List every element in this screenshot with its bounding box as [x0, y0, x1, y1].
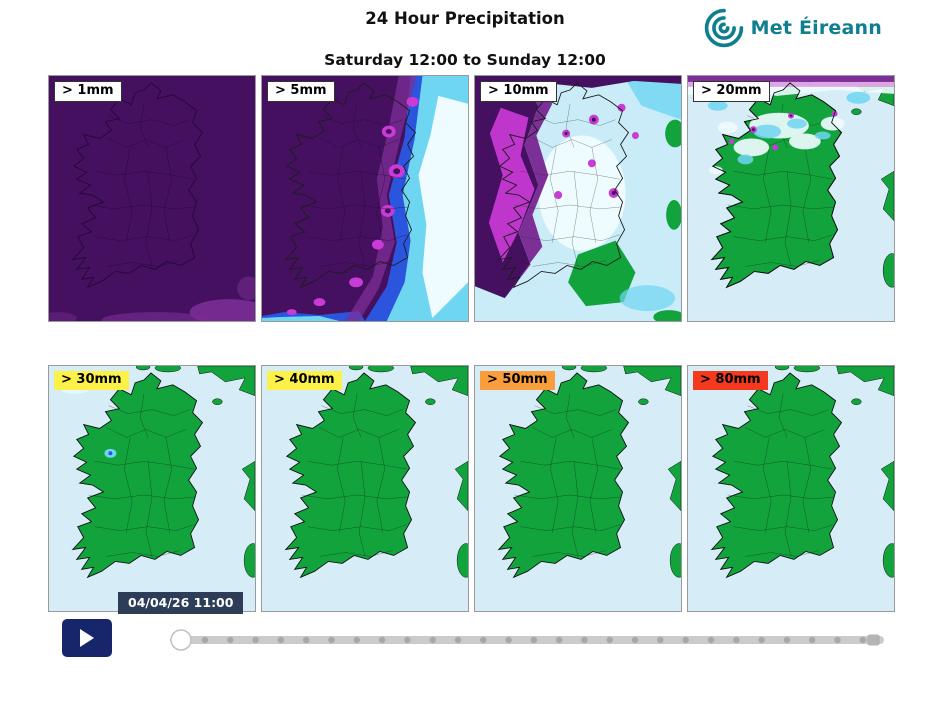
play-button[interactable]	[62, 619, 112, 657]
precip-map-panel-gt30mm: > 30mm	[48, 365, 256, 612]
page-subtitle: Saturday 12:00 to Sunday 12:00	[324, 51, 606, 69]
slider-dots	[201, 636, 866, 644]
precip-map-panel-gt20mm: > 20mm	[687, 75, 895, 322]
timestamp-badge: 04/04/26 11:00	[118, 592, 244, 614]
threshold-label: > 1mm	[54, 81, 122, 103]
ireland-precip-map	[262, 366, 468, 611]
precip-map-panel-gt5mm: > 5mm	[261, 75, 469, 322]
page-title: 24 Hour Precipitation	[365, 9, 565, 28]
ireland-precip-map	[475, 76, 681, 321]
met-eireann-logo: Met Éireann	[702, 6, 882, 50]
spiral-logo-icon	[704, 8, 743, 48]
ireland-precip-map	[475, 366, 681, 611]
ireland-precip-map	[49, 76, 255, 321]
ireland-precip-map	[49, 366, 255, 611]
precip-map-panel-gt80mm: > 80mm	[687, 365, 895, 612]
precip-map-panel-gt40mm: > 40mm	[261, 365, 469, 612]
play-icon	[80, 629, 94, 647]
logo-text: Met Éireann	[750, 17, 882, 39]
precip-map-panel-gt50mm: > 50mm	[474, 365, 682, 612]
threshold-label: > 5mm	[267, 81, 335, 103]
precip-map-panel-gt10mm: > 10mm	[474, 75, 682, 322]
precip-map-panel-gt1mm: > 1mm	[48, 75, 256, 322]
threshold-label: > 40mm	[267, 371, 342, 391]
slider-track[interactable]	[170, 636, 884, 644]
threshold-label: > 30mm	[54, 371, 129, 391]
threshold-label: > 20mm	[693, 81, 770, 103]
maps-grid: > 1mm > 5mm	[48, 75, 895, 612]
slider-end-cap	[867, 634, 880, 646]
ireland-precip-map	[688, 366, 894, 611]
threshold-label: > 80mm	[693, 371, 768, 391]
ireland-precip-map	[262, 76, 468, 321]
slider-handle[interactable]	[170, 629, 192, 651]
threshold-label: > 50mm	[480, 371, 555, 391]
threshold-label: > 10mm	[480, 81, 557, 103]
ireland-precip-map	[688, 76, 894, 321]
timeline-slider[interactable]	[168, 627, 894, 653]
